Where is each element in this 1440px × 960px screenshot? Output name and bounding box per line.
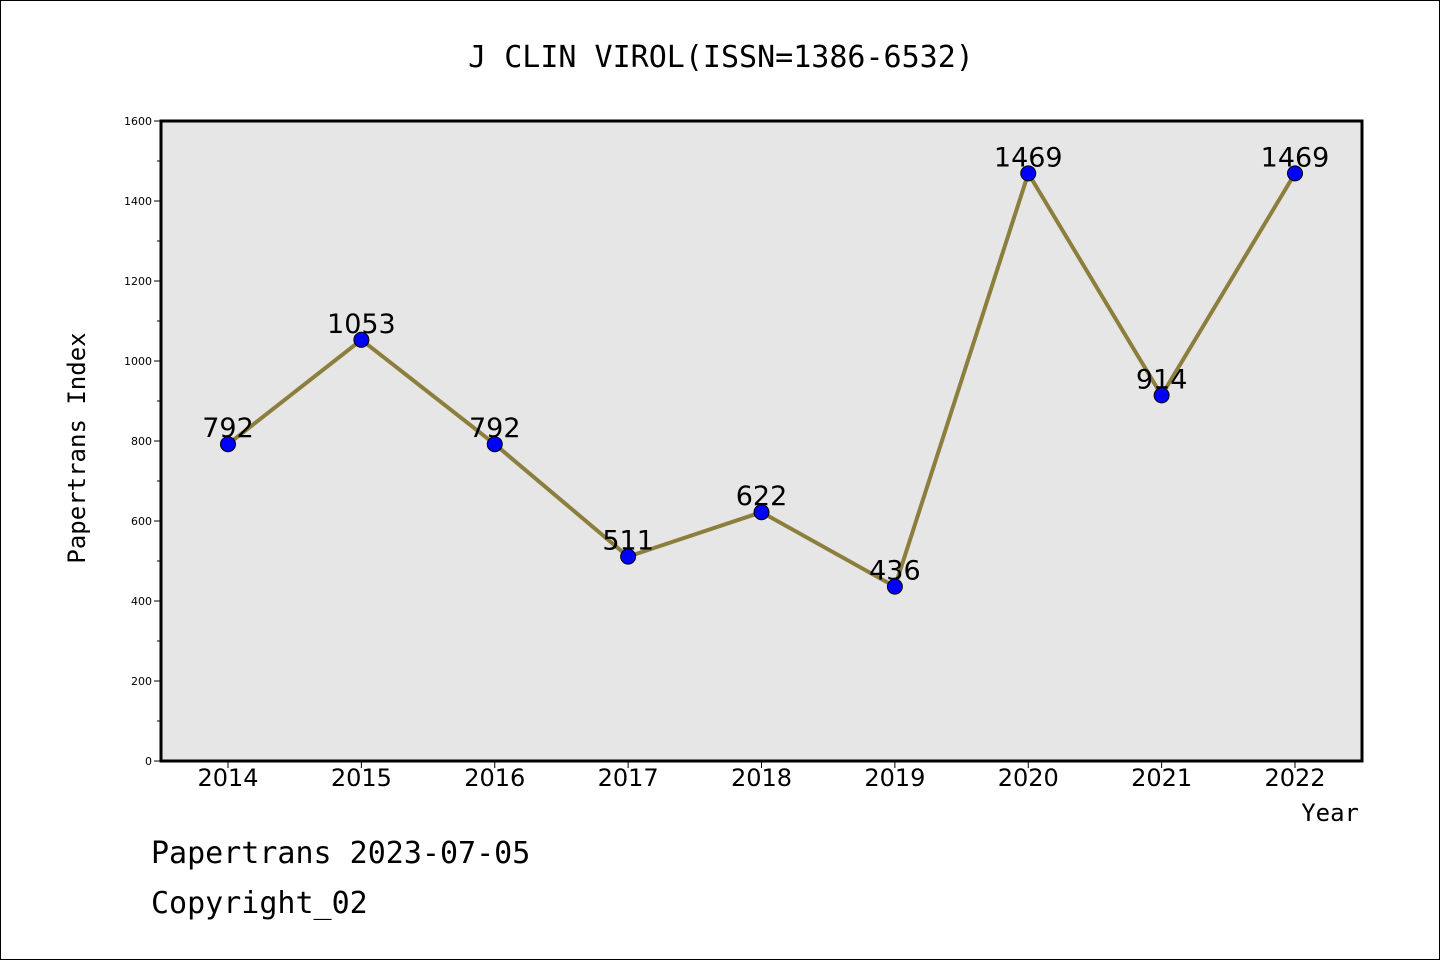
data-label: 914 [1136,364,1188,395]
data-point [1153,387,1170,404]
data-label-layer: 792 1053 792 511 622 436 1469 914 1469 [202,142,1329,586]
x-axis-label: Year [1301,799,1359,827]
y-axis-label: Papertrans Index [63,332,91,563]
data-label: 1053 [327,309,396,340]
data-point [620,548,637,565]
data-label: 792 [469,413,521,444]
y-tick-label: 1000 [124,355,152,368]
y-tick-label: 800 [131,435,152,448]
x-axis: 2014 2015 2016 2017 2018 2019 2020 2021 2022 [197,761,1326,792]
x-tick-label: 2015 [331,764,392,792]
y-tick-label: 1600 [124,115,152,128]
plot-area [161,121,1362,761]
y-tick-label: 0 [145,755,152,768]
x-tick-label: 2022 [1264,764,1325,792]
plot-frame [159,119,1364,763]
y-tick-label: 400 [131,595,152,608]
x-tick-label: 2014 [197,764,258,792]
footer-date-text: Papertrans 2023-07-05 [151,836,531,871]
data-label: 1469 [1261,142,1330,173]
data-label: 622 [736,481,788,512]
x-tick-label: 2021 [1131,764,1192,792]
x-tick-label: 2016 [464,764,525,792]
x-tick-label: 2019 [864,764,925,792]
data-point [1287,165,1303,182]
data-point [220,436,236,453]
y-tick-label: 200 [131,675,152,688]
footer-copyright-text: Copyright_02 [151,886,368,921]
data-label: 436 [869,556,921,587]
data-point [353,331,370,348]
chart-title: J CLIN VIROL(ISSN=1386-6532) [468,40,974,75]
y-axis: 0 200 400 600 800 1000 1200 1400 1600 [124,115,161,768]
data-point [886,578,903,595]
y-tick-label: 600 [131,515,152,528]
x-tick-label: 2020 [998,764,1059,792]
data-point [753,504,770,521]
data-label: 511 [602,526,654,557]
data-point [1020,165,1037,182]
series-layer [220,165,1303,595]
y-tick-label: 1200 [124,275,152,288]
y-tick-label: 1400 [124,195,152,208]
data-label: 792 [202,413,254,444]
data-point [486,436,503,453]
x-tick-label: 2018 [731,764,792,792]
x-tick-label: 2017 [598,764,659,792]
data-label: 1469 [994,142,1063,173]
